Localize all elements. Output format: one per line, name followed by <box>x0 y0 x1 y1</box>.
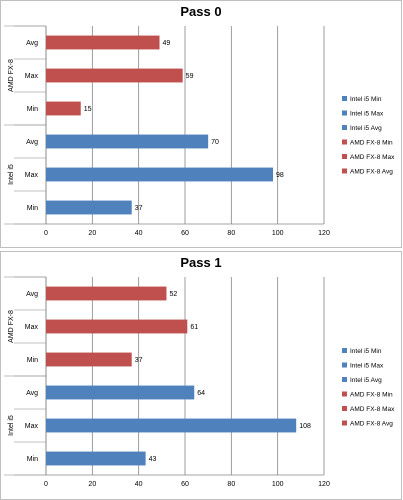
chart-panel-1: Pass 1 0 20 40 60 80 100 120 52 Avg 61 Max 37 Min 64 Av… <box>0 251 402 500</box>
legend-swatch <box>342 377 347 382</box>
legend-label: Intel i5 Avg <box>350 377 382 384</box>
legend-label: Intel i5 Max <box>350 363 384 370</box>
x-tick-label: 40 <box>135 481 143 488</box>
bar-amd-fx-8-avg <box>46 35 160 50</box>
x-tick-label: 0 <box>44 230 48 237</box>
category-label: Avg <box>26 390 38 397</box>
legend-swatch <box>342 406 347 411</box>
x-tick-label: 80 <box>227 230 235 237</box>
legend-label: AMD FX-8 Max <box>350 154 395 161</box>
legend-swatch <box>342 125 347 130</box>
category-label: Min <box>27 357 38 364</box>
legend-swatch <box>342 420 347 426</box>
x-tick-label: 0 <box>44 481 48 488</box>
data-label: 108 <box>299 423 311 430</box>
bar-amd-fx-8-max <box>46 68 183 83</box>
legend-label: Intel i5 Max <box>350 111 384 118</box>
x-tick-label: 100 <box>272 481 284 488</box>
group-label: AMD FX-8 <box>8 310 15 343</box>
legend-swatch <box>342 362 347 368</box>
bar-amd-fx-8-max <box>46 319 188 334</box>
bar-intel-i5-min <box>46 451 146 466</box>
legend-swatch <box>342 391 347 397</box>
chart-panel-0: Pass 0 0 20 40 60 80 100 120 49 Avg 59 Max 15 Min 70 Av… <box>0 0 402 248</box>
legend-label: AMD FX-8 Min <box>350 140 393 147</box>
legend-swatch <box>342 154 347 159</box>
data-label: 15 <box>84 106 92 113</box>
bar-intel-i5-max <box>46 167 274 182</box>
group-label: Intel i5 <box>8 164 15 185</box>
legend-label: AMD FX-8 Avg <box>350 169 393 176</box>
legend-swatch <box>342 168 347 174</box>
category-label: Avg <box>26 40 38 47</box>
data-label: 70 <box>211 139 219 146</box>
chart-title: Pass 1 <box>180 255 221 270</box>
category-label: Avg <box>26 291 38 298</box>
legend-label: AMD FX-8 Max <box>350 406 395 413</box>
x-tick-label: 40 <box>135 230 143 237</box>
x-tick-label: 20 <box>88 230 96 237</box>
bar-intel-i5-max <box>46 418 297 433</box>
data-label: 64 <box>197 390 205 397</box>
category-label: Min <box>27 456 38 463</box>
x-tick-label: 100 <box>272 230 284 237</box>
legend-label: AMD FX-8 Avg <box>350 421 393 428</box>
legend-label: Intel i5 Min <box>350 96 382 103</box>
x-tick-label: 120 <box>318 481 330 488</box>
x-tick-label: 20 <box>88 481 96 488</box>
x-tick-label: 60 <box>181 230 189 237</box>
data-label: 59 <box>186 73 194 80</box>
data-label: 98 <box>276 172 284 179</box>
legend-swatch <box>342 139 347 145</box>
x-tick-label: 60 <box>181 481 189 488</box>
category-label: Min <box>27 205 38 212</box>
legend-swatch <box>342 96 347 101</box>
bar-intel-i5-avg <box>46 385 195 400</box>
legend-label: Intel i5 Min <box>350 348 382 355</box>
data-label: 61 <box>190 324 198 331</box>
group-label: Intel i5 <box>8 415 15 436</box>
x-tick-label: 80 <box>227 481 235 488</box>
category-label: Avg <box>26 139 38 146</box>
group-label: AMD FX-8 <box>8 59 15 92</box>
bar-amd-fx-8-min <box>46 101 81 116</box>
bar-amd-fx-8-min <box>46 352 132 367</box>
data-label: 52 <box>169 291 177 298</box>
bar-intel-i5-min <box>46 200 132 215</box>
data-label: 49 <box>163 40 171 47</box>
category-label: Max <box>25 172 39 179</box>
bar-intel-i5-avg <box>46 134 209 149</box>
category-label: Min <box>27 106 38 113</box>
legend-label: Intel i5 Avg <box>350 125 382 132</box>
x-tick-label: 120 <box>318 230 330 237</box>
bar-amd-fx-8-avg <box>46 286 167 301</box>
data-label: 37 <box>135 205 143 212</box>
data-label: 37 <box>135 357 143 364</box>
legend-swatch <box>342 110 347 116</box>
chart-title: Pass 0 <box>180 4 221 19</box>
legend-label: AMD FX-8 Min <box>350 392 393 399</box>
category-label: Max <box>25 324 39 331</box>
legend-swatch <box>342 348 347 353</box>
category-label: Max <box>25 423 39 430</box>
data-label: 43 <box>149 456 157 463</box>
category-label: Max <box>25 73 39 80</box>
